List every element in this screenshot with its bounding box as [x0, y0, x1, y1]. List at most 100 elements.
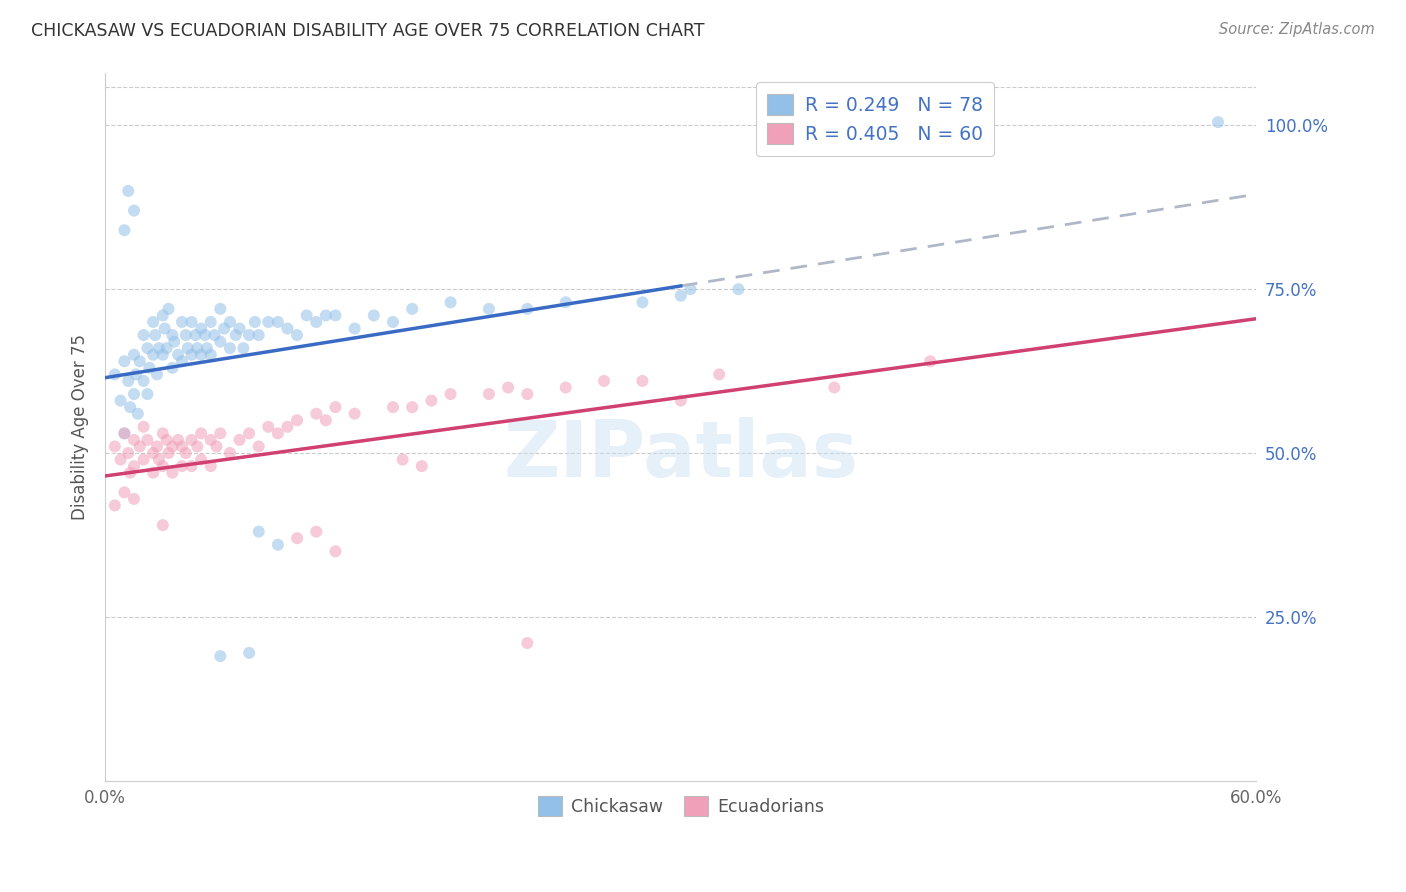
Point: [142, 446, 165, 460]
Point: [727, 282, 749, 296]
Point: [143, 328, 166, 343]
Point: [267, 538, 290, 552]
Point: [167, 433, 190, 447]
Point: [125, 368, 148, 382]
Point: [104, 499, 127, 513]
Point: [128, 440, 150, 454]
Point: [257, 315, 280, 329]
Point: [162, 440, 184, 454]
Point: [110, 452, 132, 467]
Point: [669, 393, 692, 408]
Point: [212, 321, 235, 335]
Point: [276, 321, 298, 335]
Point: [200, 348, 222, 362]
Point: [190, 348, 212, 362]
Point: [146, 368, 169, 382]
Point: [117, 446, 139, 460]
Point: [243, 315, 266, 329]
Point: [136, 341, 159, 355]
Point: [478, 387, 501, 401]
Point: [554, 380, 576, 394]
Point: [343, 407, 366, 421]
Point: [315, 309, 337, 323]
Point: [174, 328, 197, 343]
Point: [112, 223, 135, 237]
Point: [200, 315, 222, 329]
Point: [117, 374, 139, 388]
Point: [516, 301, 538, 316]
Point: [325, 544, 347, 558]
Point: [391, 452, 413, 467]
Point: [631, 295, 654, 310]
Point: [132, 374, 155, 388]
Point: [162, 466, 184, 480]
Point: [439, 387, 461, 401]
Point: [180, 348, 202, 362]
Point: [382, 400, 405, 414]
Point: [148, 452, 170, 467]
Point: [232, 341, 254, 355]
Point: [152, 459, 174, 474]
Point: [219, 315, 242, 329]
Y-axis label: Disability Age Over 75: Disability Age Over 75: [72, 334, 89, 520]
Point: [136, 433, 159, 447]
Point: [439, 295, 461, 310]
Point: [148, 341, 170, 355]
Point: [122, 491, 145, 506]
Point: [305, 524, 328, 539]
Point: [170, 440, 193, 454]
Point: [305, 407, 328, 421]
Point: [138, 360, 160, 375]
Point: [180, 433, 202, 447]
Point: [363, 309, 385, 323]
Point: [174, 446, 197, 460]
Point: [162, 328, 184, 343]
Point: [122, 348, 145, 362]
Point: [180, 315, 202, 329]
Point: [343, 321, 366, 335]
Legend: Chickasaw, Ecuadorians: Chickasaw, Ecuadorians: [529, 788, 832, 825]
Point: [325, 400, 347, 414]
Point: [209, 426, 232, 441]
Point: [136, 387, 159, 401]
Point: [104, 368, 127, 382]
Point: [117, 184, 139, 198]
Point: [157, 301, 180, 316]
Point: [478, 301, 501, 316]
Point: [209, 301, 232, 316]
Point: [516, 636, 538, 650]
Point: [238, 646, 260, 660]
Point: [205, 440, 228, 454]
Point: [411, 459, 433, 474]
Point: [238, 328, 260, 343]
Point: [122, 433, 145, 447]
Point: [209, 649, 232, 664]
Point: [157, 446, 180, 460]
Point: [679, 282, 702, 296]
Point: [122, 387, 145, 401]
Point: [112, 426, 135, 441]
Point: [305, 315, 328, 329]
Point: [195, 341, 218, 355]
Point: [170, 459, 193, 474]
Text: Source: ZipAtlas.com: Source: ZipAtlas.com: [1219, 22, 1375, 37]
Point: [516, 387, 538, 401]
Point: [200, 433, 222, 447]
Point: [1206, 115, 1229, 129]
Point: [186, 341, 208, 355]
Point: [257, 419, 280, 434]
Point: [112, 426, 135, 441]
Point: [200, 459, 222, 474]
Point: [180, 459, 202, 474]
Point: [823, 380, 845, 394]
Point: [190, 321, 212, 335]
Point: [209, 334, 232, 349]
Point: [132, 452, 155, 467]
Point: [276, 419, 298, 434]
Point: [219, 341, 242, 355]
Point: [163, 334, 186, 349]
Point: [170, 315, 193, 329]
Point: [177, 341, 200, 355]
Point: [554, 295, 576, 310]
Point: [267, 315, 290, 329]
